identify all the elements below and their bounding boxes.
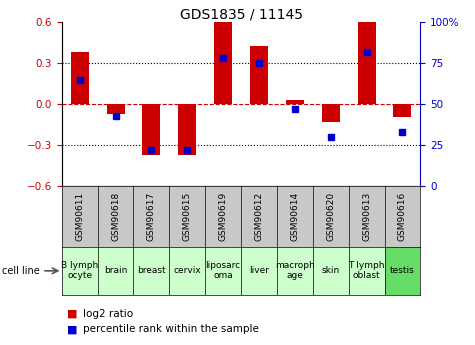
Text: GSM90619: GSM90619 xyxy=(218,192,228,241)
Title: GDS1835 / 11145: GDS1835 / 11145 xyxy=(180,7,303,21)
Bar xyxy=(322,104,340,122)
Text: B lymph
ocyte: B lymph ocyte xyxy=(61,262,98,280)
Text: GSM90620: GSM90620 xyxy=(326,192,335,241)
Bar xyxy=(277,186,313,247)
Bar xyxy=(178,104,196,155)
Bar xyxy=(205,186,241,247)
Bar xyxy=(205,247,241,295)
Bar xyxy=(250,46,268,104)
Text: T lymph
oblast: T lymph oblast xyxy=(348,262,385,280)
Text: ■: ■ xyxy=(66,325,77,334)
Bar xyxy=(170,186,205,247)
Text: percentile rank within the sample: percentile rank within the sample xyxy=(83,325,259,334)
Bar xyxy=(170,247,205,295)
Text: brain: brain xyxy=(104,266,127,275)
Bar xyxy=(71,52,89,104)
Bar xyxy=(98,186,133,247)
Text: ■: ■ xyxy=(66,309,77,319)
Bar xyxy=(286,100,304,104)
Bar xyxy=(62,186,98,247)
Bar xyxy=(62,247,98,295)
Bar xyxy=(358,22,376,104)
Text: testis: testis xyxy=(390,266,415,275)
Text: breast: breast xyxy=(137,266,166,275)
Text: macroph
age: macroph age xyxy=(275,262,315,280)
Text: GSM90611: GSM90611 xyxy=(75,192,84,241)
Text: cell line: cell line xyxy=(2,266,40,276)
Bar xyxy=(142,104,161,155)
Bar xyxy=(214,22,232,104)
Text: GSM90615: GSM90615 xyxy=(183,192,192,241)
Text: GSM90614: GSM90614 xyxy=(290,192,299,241)
Bar xyxy=(241,247,277,295)
Bar xyxy=(133,247,170,295)
Bar xyxy=(241,186,277,247)
Bar xyxy=(385,247,420,295)
Bar xyxy=(349,186,385,247)
Text: GSM90613: GSM90613 xyxy=(362,192,371,241)
Bar xyxy=(106,104,124,114)
Text: liposarc
oma: liposarc oma xyxy=(206,262,241,280)
Text: log2 ratio: log2 ratio xyxy=(83,309,133,319)
Text: GSM90618: GSM90618 xyxy=(111,192,120,241)
Text: liver: liver xyxy=(249,266,269,275)
Text: GSM90616: GSM90616 xyxy=(398,192,407,241)
Bar xyxy=(349,247,385,295)
Bar xyxy=(313,247,349,295)
Bar xyxy=(98,247,133,295)
Bar xyxy=(385,186,420,247)
Text: GSM90612: GSM90612 xyxy=(255,192,264,241)
Text: cervix: cervix xyxy=(173,266,201,275)
Bar xyxy=(133,186,170,247)
Bar xyxy=(277,247,313,295)
Text: GSM90617: GSM90617 xyxy=(147,192,156,241)
Text: skin: skin xyxy=(322,266,340,275)
Bar xyxy=(313,186,349,247)
Bar xyxy=(393,104,411,117)
